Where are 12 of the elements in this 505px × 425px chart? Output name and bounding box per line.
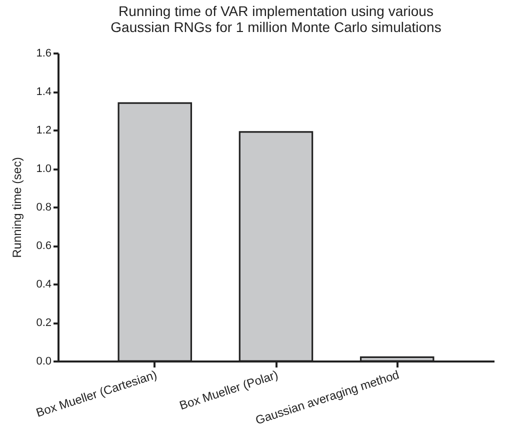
y-tick-label: 0.0 bbox=[36, 356, 52, 368]
y-tick-label: 1.2 bbox=[36, 124, 52, 136]
y-axis-title: Running time (sec) bbox=[10, 157, 24, 258]
y-tick-label: 0.4 bbox=[36, 278, 52, 290]
y-tick-label: 1.6 bbox=[36, 48, 52, 60]
y-tick-label: 0.2 bbox=[36, 317, 52, 329]
y-tick-label: 0.8 bbox=[36, 202, 52, 214]
y-tick-label: 1.4 bbox=[36, 86, 52, 98]
y-tick-label: 1.0 bbox=[36, 163, 52, 175]
text: Gaussian RNGs for 1 million Monte Carlo simulations bbox=[110, 19, 442, 35]
y-tick-label: 0.6 bbox=[36, 240, 52, 252]
text: Running time of VAR implementation using various bbox=[118, 3, 434, 19]
